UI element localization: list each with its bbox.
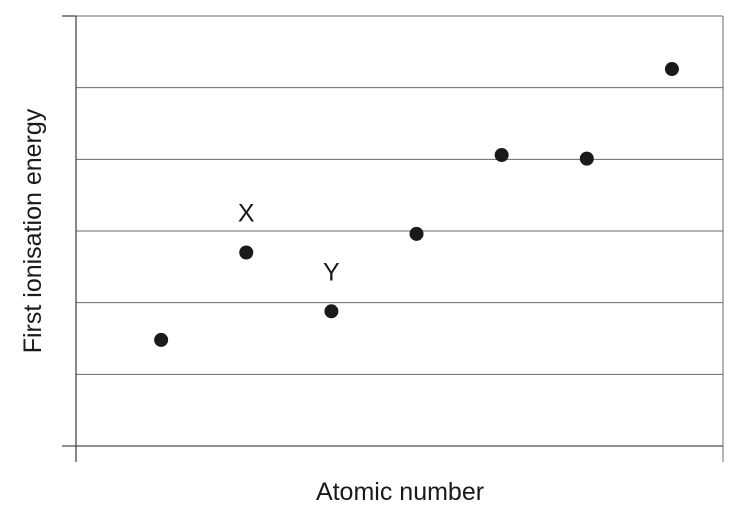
axes: [62, 15, 724, 462]
point-label: Y: [323, 258, 340, 286]
data-point: [494, 148, 509, 163]
data-points: [154, 62, 679, 347]
point-labels: XY: [238, 200, 340, 287]
data-point: [579, 151, 594, 166]
data-point: [154, 332, 169, 347]
data-point: [239, 245, 254, 260]
grid-lines: [76, 15, 723, 375]
point-label: X: [238, 200, 255, 228]
y-axis-title: First ionisation energy: [19, 108, 47, 353]
x-axis-title: Atomic number: [316, 478, 484, 506]
data-point: [324, 304, 339, 319]
data-point: [664, 62, 679, 77]
data-point: [409, 226, 424, 241]
